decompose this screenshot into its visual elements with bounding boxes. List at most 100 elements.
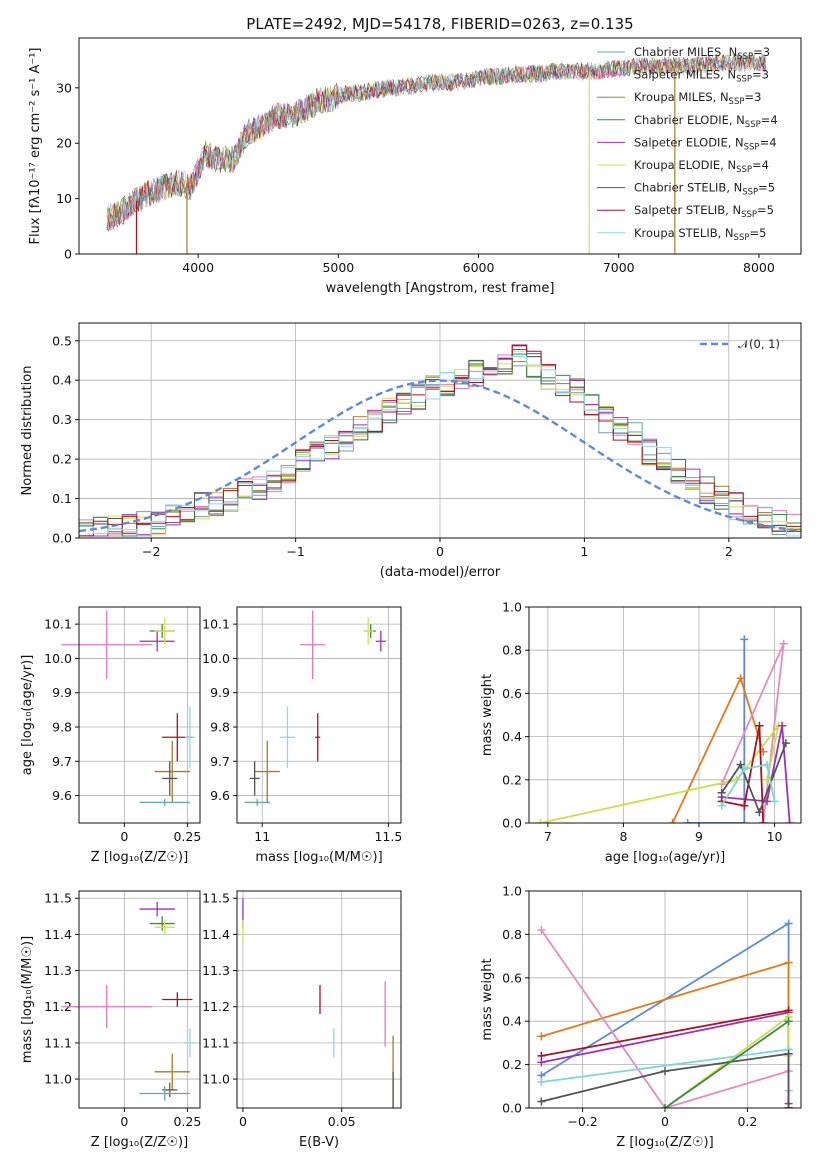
axes-frame (528, 606, 802, 824)
y-tick-label: 9.8 (52, 720, 72, 735)
errorbar-point (254, 740, 280, 803)
y-tick-label: 11.4 (202, 927, 230, 942)
x-axis-label: age [log₁₀(age/yr)] (605, 850, 726, 865)
legend-entry: Kroupa ELODIE, NSSP=4 (634, 158, 769, 175)
y-tick-label: 0.6 (502, 970, 522, 985)
y-tick-label: 11.3 (202, 963, 230, 978)
weight-marker (763, 760, 771, 769)
axes-frame (236, 606, 402, 824)
weight-marker (736, 760, 745, 769)
panel-weight-vs-age: 7 8 9 10 0.0 0.2 0.4 0.6 0.8 1.0 age [log₁₀(age/yr… (480, 600, 802, 865)
weight-line-3 (540, 725, 780, 823)
y-tick-label: 0.2 (502, 772, 522, 787)
weight-marker (661, 1104, 669, 1108)
axes-frame (78, 606, 201, 824)
figure-title: PLATE=2492, MJD=54178, FIBERID=0263, z=0… (246, 15, 633, 33)
y-tick-label: 11.5 (202, 891, 230, 906)
y-tick-label: 1.0 (502, 884, 522, 899)
errorbar-point (61, 610, 153, 679)
x-tick-label: 0 (239, 1114, 247, 1129)
weight-marker (784, 1049, 793, 1058)
y-tick-label: 10.1 (202, 617, 230, 632)
weight-marker (537, 1097, 546, 1106)
y-tick-label: 9.8 (210, 720, 230, 735)
x-tick-label: 2 (725, 544, 733, 559)
errorbar-point (279, 706, 296, 769)
y-axis-label: mass weight (480, 674, 495, 756)
y-tick-label: 0.1 (52, 491, 72, 506)
legend-entry: Chabrier MILES, NSSP=3 (634, 45, 770, 62)
legend-entry: Chabrier ELODIE, NSSP=4 (634, 113, 778, 130)
legend-entry: Kroupa STELIB, NSSP=5 (634, 226, 766, 243)
y-tick-label: 9.9 (210, 685, 230, 700)
y-tick-label: 0.3 (52, 412, 72, 427)
legend: Chabrier MILES, NSSP=3 Salpeter MILES, NS… (597, 45, 778, 243)
spectrum-line-8 (106, 53, 766, 230)
x-tick-label: −0.2 (567, 1114, 597, 1129)
weight-marker (781, 739, 790, 748)
x-tick-label: 8 (619, 829, 627, 844)
axes-frame (528, 890, 802, 1109)
weight-line-7 (541, 1052, 790, 1108)
x-tick-label: 4000 (182, 260, 214, 275)
weight-marker (717, 788, 726, 797)
legend-entry: Salpeter MILES, NSSP=3 (634, 68, 769, 85)
histograms (79, 344, 801, 538)
normal-curve (79, 379, 801, 533)
x-tick-label: 8000 (743, 260, 775, 275)
weight-marker (784, 1104, 793, 1108)
x-axis-label: Z [log₁₀(Z/Z☉)] (616, 1135, 713, 1150)
errorbar-point (244, 799, 270, 806)
y-tick-label: 0.2 (502, 1057, 522, 1072)
y-tick-label: 10.0 (202, 651, 230, 666)
errorbar-point (139, 1086, 190, 1101)
y-axis-label: Flux [fλ10⁻¹⁷ erg cm⁻² s⁻¹ A⁻¹] (28, 48, 43, 245)
weight-marker (537, 1032, 546, 1041)
y-tick-label: 0.4 (502, 1014, 522, 1029)
weight-marker (740, 765, 749, 773)
y-tick-label: 0.0 (502, 1101, 522, 1116)
axes-frame (78, 322, 802, 539)
y-tick-label: 11.2 (44, 999, 72, 1014)
errorbar-point (149, 916, 175, 931)
weight-line-2 (540, 929, 789, 1108)
errorbar-point (154, 740, 190, 803)
axes-frame (78, 890, 201, 1109)
errorbar-point (139, 631, 175, 652)
y-tick-label: 0.0 (52, 531, 72, 546)
spectra (106, 53, 766, 254)
y-axis-label: mass weight (480, 958, 495, 1040)
x-axis-label: Z [log₁₀(Z/Z☉)] (91, 1135, 188, 1150)
panel-mass-vs-Z: 0 0.25 11.0 11.1 11.2 11.3 11.4 11.5 Z [log₁₀(Z/… (20, 890, 201, 1150)
weight-line-5 (721, 725, 765, 823)
x-tick-label: 11.5 (374, 829, 402, 844)
legend: 𝒩(0, 1) (700, 337, 780, 351)
y-tick-label: 9.6 (52, 788, 72, 803)
weight-marker (755, 721, 764, 730)
histogram-8 (79, 355, 801, 538)
errorbar-point (154, 919, 175, 935)
x-tick-label: 0.2 (737, 1114, 757, 1129)
y-tick-label: 0.5 (52, 333, 72, 348)
y-axis-label: age [log₁₀(age/yr)] (20, 655, 35, 776)
panel-mass-vs-EBV: 0 0.05 11.0 11.1 11.2 11.3 11.4 11.5 E(B-V) (202, 890, 402, 1150)
legend-entry: Kroupa MILES, NSSP=3 (634, 90, 761, 107)
y-tick-label: 30 (56, 80, 72, 95)
y-tick-label: 0.4 (52, 373, 72, 388)
x-tick-label: 0 (661, 1114, 669, 1129)
legend-entry: Salpeter STELIB, NSSP=5 (634, 203, 774, 220)
weight-marker (740, 635, 749, 644)
legend-entry: Salpeter ELODIE, NSSP=4 (634, 135, 777, 152)
weight-lines (537, 919, 793, 1108)
y-tick-label: 20 (56, 136, 72, 151)
y-tick-label: 11.0 (202, 1072, 230, 1087)
panel-residuals: −2 −1 0 1 2 0.0 0.1 0.2 0.3 0.4 0.5 (data-model)/er… (20, 322, 802, 580)
y-tick-label: 11.5 (44, 891, 72, 906)
weight-marker (537, 926, 546, 935)
x-tick-label: 0.25 (173, 829, 201, 844)
y-tick-label: 10.1 (44, 617, 72, 632)
y-tick-label: 11.1 (44, 1035, 72, 1050)
panel-weight-vs-Z: −0.2 0 0.2 0.0 0.2 0.4 0.6 0.8 1.0 Z [log₁₀(Z/Z☉)… (480, 884, 802, 1150)
y-tick-label: 9.7 (210, 754, 230, 769)
